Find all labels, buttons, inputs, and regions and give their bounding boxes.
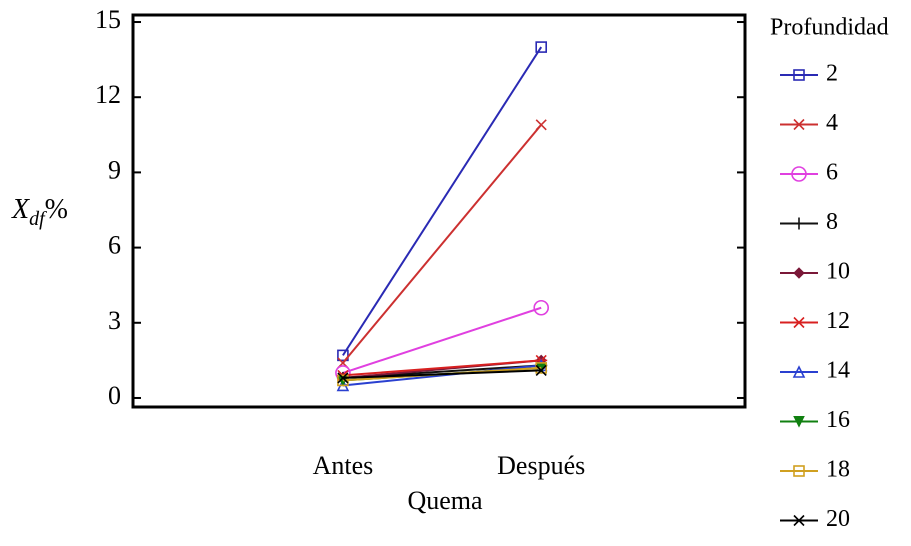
marker-stroke bbox=[793, 514, 805, 527]
y-label-main: X bbox=[11, 194, 30, 225]
legend-title: Profundidad bbox=[770, 15, 889, 41]
series-line bbox=[342, 359, 542, 377]
legend-label: 8 bbox=[826, 209, 838, 235]
legend-marker bbox=[791, 166, 807, 182]
marker-stroke bbox=[535, 364, 547, 376]
legend-label: 4 bbox=[826, 110, 838, 136]
data-point bbox=[337, 372, 349, 384]
y-tick-label: 3 bbox=[108, 306, 121, 335]
plot-frame bbox=[131, 13, 747, 409]
x-tick-label: Antes bbox=[313, 451, 374, 480]
legend-label: 2 bbox=[826, 61, 838, 87]
marker-shape bbox=[792, 365, 806, 378]
marker-stroke bbox=[793, 118, 805, 131]
legend-marker bbox=[793, 217, 805, 230]
y-tick-label: 0 bbox=[108, 381, 121, 410]
marker-shape bbox=[793, 69, 805, 81]
legend-marker bbox=[793, 465, 805, 477]
y-tick-label: 9 bbox=[108, 155, 121, 184]
marker-shape bbox=[793, 416, 805, 428]
legend-marker bbox=[793, 416, 805, 428]
y-tick-label: 12 bbox=[95, 80, 121, 109]
marker-shape bbox=[535, 41, 548, 53]
legend-label: 20 bbox=[826, 506, 850, 532]
legend-marker bbox=[793, 316, 805, 329]
legend-label: 12 bbox=[826, 308, 850, 334]
y-label-sub: df bbox=[29, 208, 47, 230]
series-line bbox=[342, 124, 542, 364]
data-point bbox=[535, 119, 547, 131]
data-point bbox=[533, 299, 550, 316]
legend-label: 18 bbox=[826, 457, 850, 483]
y-label-suffix: % bbox=[45, 194, 68, 225]
series-line bbox=[342, 46, 543, 356]
marker-shape bbox=[791, 166, 807, 182]
data-point bbox=[337, 374, 349, 387]
marker-stroke bbox=[337, 372, 349, 384]
legend-marker bbox=[793, 514, 805, 527]
marker-shape bbox=[793, 267, 805, 279]
series-line bbox=[342, 306, 542, 374]
series-line bbox=[342, 369, 542, 379]
y-tick-label: 6 bbox=[108, 231, 121, 260]
legend-marker bbox=[793, 267, 805, 279]
y-tick-label: 15 bbox=[95, 5, 121, 34]
legend-marker bbox=[793, 118, 805, 131]
legend-label: 6 bbox=[826, 160, 838, 186]
legend-marker bbox=[792, 365, 806, 378]
marker-shape bbox=[535, 362, 548, 374]
legend-marker bbox=[793, 69, 805, 81]
series-line bbox=[342, 364, 542, 387]
marker-shape bbox=[337, 374, 349, 387]
data-point bbox=[535, 362, 548, 374]
x-axis-label: Quema bbox=[407, 486, 483, 515]
data-point bbox=[535, 364, 547, 376]
legend-label: 10 bbox=[826, 259, 850, 285]
legend-label: 16 bbox=[826, 407, 850, 433]
x-tick-label: Después bbox=[497, 451, 585, 480]
data-point bbox=[535, 41, 548, 53]
marker-shape bbox=[793, 465, 805, 477]
marker-stroke bbox=[535, 119, 547, 131]
legend-label: 14 bbox=[826, 358, 850, 384]
marker-shape bbox=[533, 299, 550, 316]
y-axis-label: Xdf% bbox=[11, 194, 68, 229]
